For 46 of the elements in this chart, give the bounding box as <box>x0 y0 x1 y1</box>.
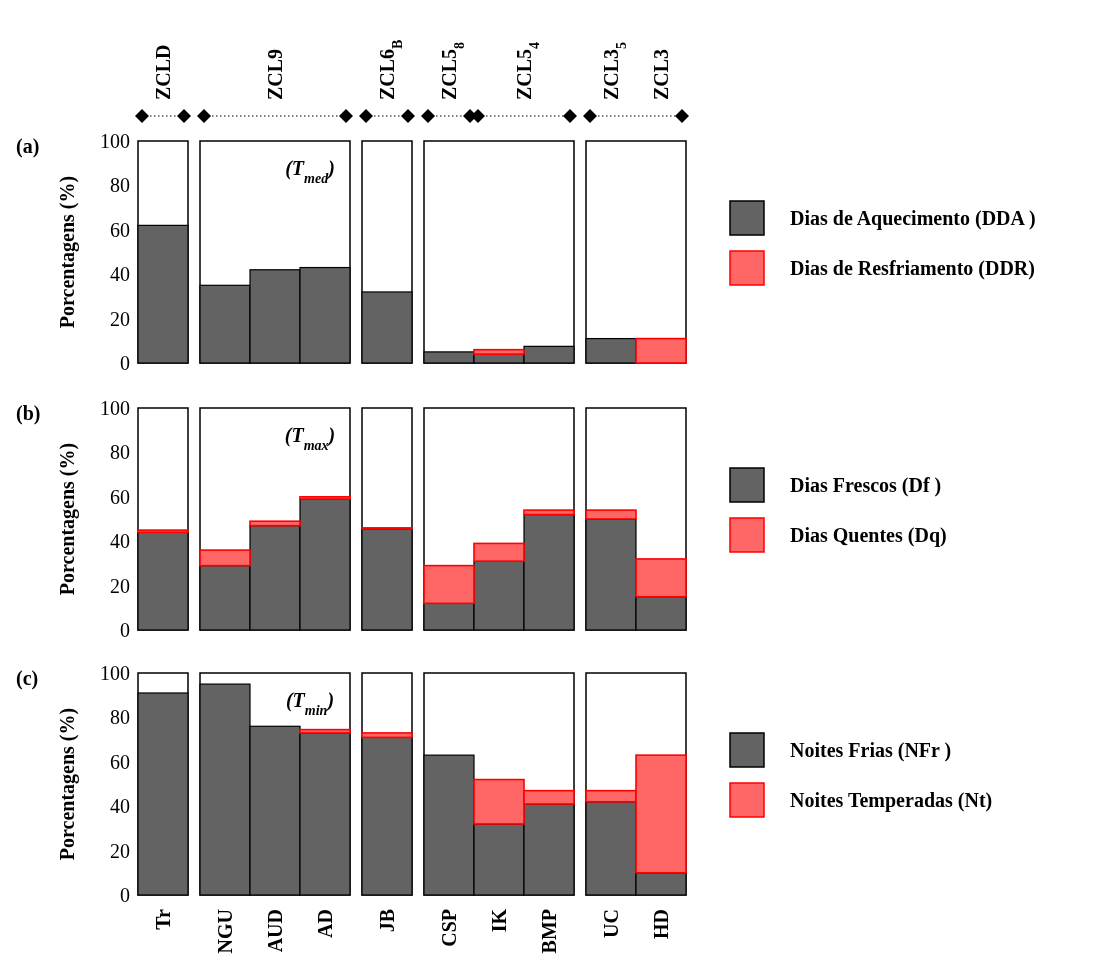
x-tick-label: Tr <box>152 908 174 930</box>
legend-label: Dias de Resfriamento (DDR) <box>790 257 1035 280</box>
legend-label: Dias Frescos (Df ) <box>790 474 942 497</box>
y-tick-label: 0 <box>120 884 130 906</box>
y-axis-title: Porcentagens (%) <box>56 175 79 329</box>
y-tick-label: 100 <box>100 662 130 684</box>
y-tick-label: 80 <box>110 441 130 464</box>
y-tick-label: 20 <box>110 574 130 597</box>
x-tick-label: AUD <box>264 909 286 953</box>
x-tick-label: IK <box>488 908 510 933</box>
y-tick-label: 20 <box>110 839 130 862</box>
y-axis-title: Porcentagens (%) <box>56 442 79 596</box>
text: ZCLD <box>152 44 174 100</box>
annotation: (T$_{min}$) <box>285 689 335 718</box>
y-tick-label: 40 <box>110 795 130 818</box>
x-tick-label: HD <box>650 909 672 939</box>
x-tick-label: BMP <box>538 909 560 954</box>
x-tick-label: CSP <box>438 909 460 947</box>
chart-title: (c) <box>16 667 39 690</box>
x-tick-label: UC <box>600 909 622 938</box>
legend-label: Noites Temperadas (Nt) <box>790 789 993 812</box>
y-tick-label: 40 <box>110 530 130 553</box>
chart-title: (b) <box>16 402 41 425</box>
x-tick-label: NGU <box>214 909 236 954</box>
y-tick-label: 100 <box>100 130 130 152</box>
y-tick-label: 0 <box>120 619 130 641</box>
chart-title: (a) <box>16 135 40 158</box>
x-tick-label: JB <box>376 909 398 933</box>
y-tick-label: 100 <box>100 397 130 419</box>
text: ZCL9 <box>264 48 286 100</box>
y-tick-label: 0 <box>120 352 130 374</box>
y-tick-label: 60 <box>110 750 130 773</box>
y-axis-title: Porcentagens (%) <box>56 707 79 861</box>
y-tick-label: 80 <box>110 706 130 729</box>
y-tick-label: 80 <box>110 174 130 197</box>
x-tick-label: AD <box>314 909 336 938</box>
y-tick-label: 40 <box>110 263 130 286</box>
legend-label: Noites Frias (NFr ) <box>790 739 952 762</box>
annotation: (T$_{max}$) <box>284 424 336 453</box>
y-tick-label: 20 <box>110 307 130 330</box>
annotation: (T$_{med}$) <box>285 157 335 186</box>
legend-label: Dias Quentes (Dq) <box>790 524 947 547</box>
legend-label: Dias de Aquecimento (DDA ) <box>790 207 1036 230</box>
y-tick-label: 60 <box>110 485 130 508</box>
text: ZCL3 <box>650 48 672 100</box>
y-tick-label: 60 <box>110 218 130 241</box>
